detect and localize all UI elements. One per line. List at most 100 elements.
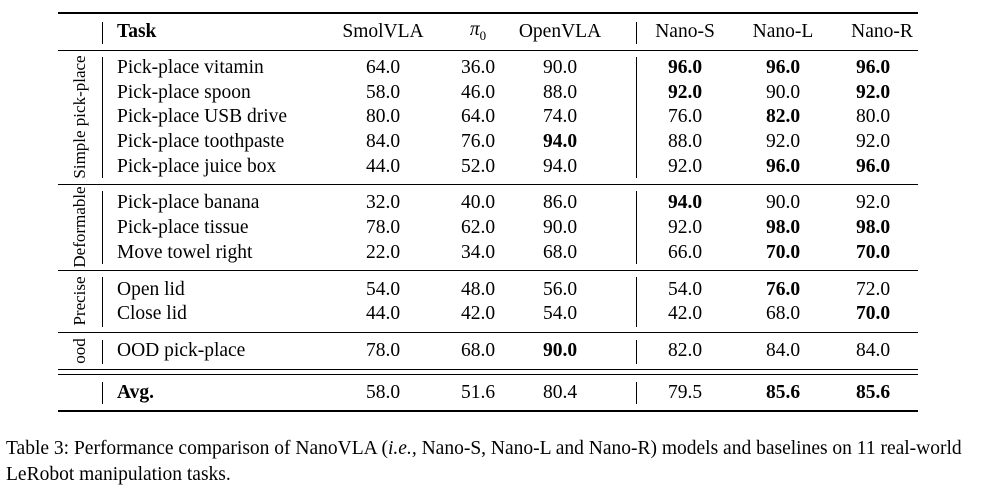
header-task: Task <box>117 21 157 42</box>
score-cell: 98.0 <box>855 217 891 238</box>
score-cell: 94.0 <box>667 192 703 213</box>
average-score: 51.6 <box>460 382 496 403</box>
score-cell: 76.0 <box>667 106 703 127</box>
group-rule <box>58 332 918 333</box>
score-cell: 70.0 <box>765 242 801 263</box>
score-cell: 54.0 <box>365 279 401 300</box>
task-name: Pick-place juice box <box>117 156 277 177</box>
header-pi0: π0 <box>470 19 486 47</box>
score-cell: 54.0 <box>542 303 578 324</box>
group-label: Deformable <box>70 186 89 268</box>
score-cell: 84.0 <box>365 131 401 152</box>
score-cell: 96.0 <box>855 57 891 78</box>
score-cell: 82.0 <box>667 340 703 361</box>
column-separator <box>636 277 637 327</box>
caption-text: Table 3: Performance comparison of NanoV… <box>6 438 389 459</box>
score-cell: 58.0 <box>365 82 401 103</box>
score-cell: 82.0 <box>765 106 801 127</box>
score-cell: 64.0 <box>365 57 401 78</box>
score-cell: 70.0 <box>855 242 891 263</box>
score-cell: 54.0 <box>667 279 703 300</box>
task-name: Pick-place spoon <box>117 82 251 103</box>
table-caption: Table 3: Performance comparison of NanoV… <box>6 436 986 488</box>
score-cell: 78.0 <box>365 217 401 238</box>
score-cell: 84.0 <box>855 340 891 361</box>
score-cell: 90.0 <box>542 340 578 361</box>
score-cell: 46.0 <box>460 82 496 103</box>
caption-italic: i.e., <box>388 438 417 459</box>
task-name: Pick-place tissue <box>117 217 249 238</box>
score-cell: 48.0 <box>460 279 496 300</box>
task-name: Open lid <box>117 279 185 300</box>
score-cell: 62.0 <box>460 217 496 238</box>
score-cell: 22.0 <box>365 242 401 263</box>
score-cell: 78.0 <box>365 340 401 361</box>
average-score: 85.6 <box>765 382 801 403</box>
task-name: Move towel right <box>117 242 253 263</box>
score-cell: 88.0 <box>667 131 703 152</box>
pi-subscript: 0 <box>479 27 487 43</box>
score-cell: 68.0 <box>542 242 578 263</box>
bottom-rule <box>58 410 918 412</box>
average-score: 79.5 <box>667 382 703 403</box>
score-cell: 98.0 <box>765 217 801 238</box>
average-score: 58.0 <box>365 382 401 403</box>
score-cell: 92.0 <box>855 131 891 152</box>
average-score: 80.4 <box>542 382 578 403</box>
score-cell: 74.0 <box>542 106 578 127</box>
average-score: 85.6 <box>855 382 891 403</box>
score-cell: 72.0 <box>855 279 891 300</box>
score-cell: 34.0 <box>460 242 496 263</box>
column-separator <box>636 57 637 178</box>
score-cell: 96.0 <box>765 156 801 177</box>
header-rule <box>58 50 918 51</box>
header-nano-r: Nano-R <box>851 21 913 42</box>
column-separator <box>102 57 103 178</box>
average-label: Avg. <box>117 382 155 403</box>
score-cell: 42.0 <box>460 303 496 324</box>
score-cell: 96.0 <box>765 57 801 78</box>
task-name: Close lid <box>117 303 187 324</box>
column-separator <box>102 382 103 404</box>
score-cell: 40.0 <box>460 192 496 213</box>
score-cell: 44.0 <box>365 156 401 177</box>
score-cell: 92.0 <box>855 192 891 213</box>
score-cell: 90.0 <box>765 192 801 213</box>
column-separator <box>102 340 103 364</box>
group-rule <box>58 184 918 185</box>
header-nano-l: Nano-L <box>752 21 814 42</box>
score-cell: 80.0 <box>365 106 401 127</box>
pi-symbol: π <box>469 19 480 41</box>
score-cell: 90.0 <box>765 82 801 103</box>
task-name: Pick-place vitamin <box>117 57 264 78</box>
task-name: Pick-place toothpaste <box>117 131 285 152</box>
score-cell: 64.0 <box>460 106 496 127</box>
score-cell: 42.0 <box>667 303 703 324</box>
score-cell: 96.0 <box>855 156 891 177</box>
task-name: Pick-place banana <box>117 192 260 213</box>
score-cell: 96.0 <box>667 57 703 78</box>
score-cell: 88.0 <box>542 82 578 103</box>
score-cell: 90.0 <box>542 57 578 78</box>
score-cell: 90.0 <box>542 217 578 238</box>
caption-text-end: Nano-S, Nano-L and Nano-R) models and ba… <box>6 438 962 485</box>
score-cell: 92.0 <box>667 217 703 238</box>
top-rule <box>58 12 918 14</box>
score-cell: 56.0 <box>542 279 578 300</box>
score-cell: 92.0 <box>855 82 891 103</box>
score-cell: 86.0 <box>542 192 578 213</box>
task-name: OOD pick-place <box>117 340 246 361</box>
column-separator <box>636 382 637 404</box>
column-separator <box>102 22 103 44</box>
score-cell: 76.0 <box>460 131 496 152</box>
score-cell: 94.0 <box>542 131 578 152</box>
column-separator <box>636 22 637 44</box>
score-cell: 66.0 <box>667 242 703 263</box>
task-name: Pick-place USB drive <box>117 106 288 127</box>
score-cell: 92.0 <box>667 82 703 103</box>
group-label: ood <box>70 338 89 364</box>
column-separator <box>102 277 103 327</box>
header-nano-s: Nano-S <box>655 21 715 42</box>
score-cell: 52.0 <box>460 156 496 177</box>
